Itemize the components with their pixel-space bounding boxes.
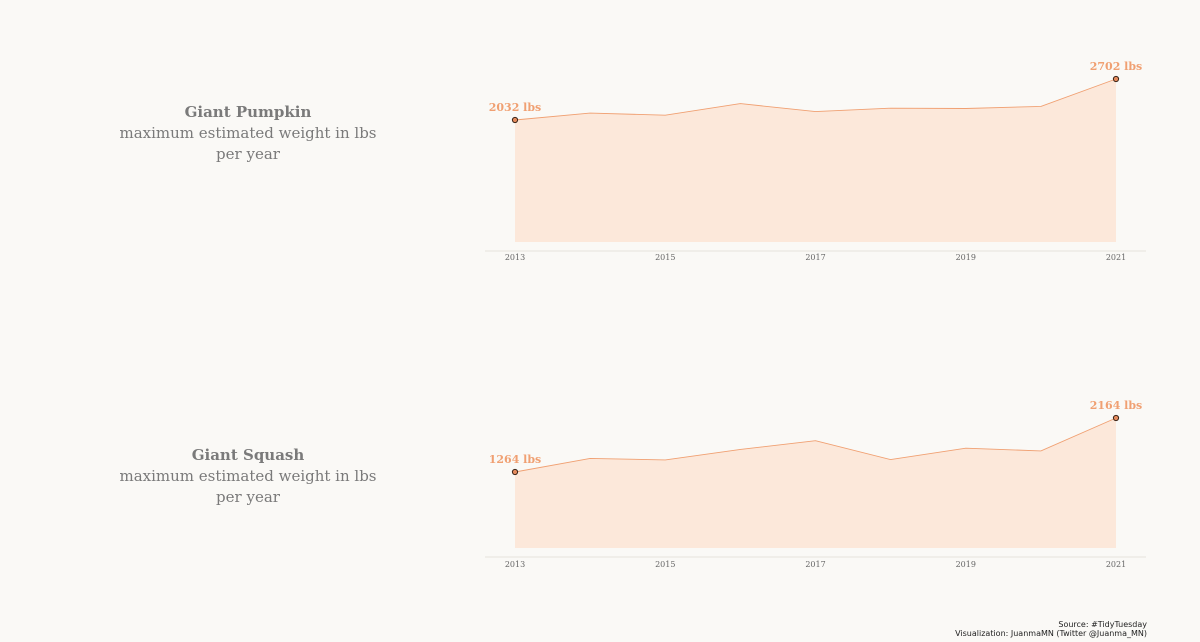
end-point <box>1112 75 1120 83</box>
x-tick-label-2015: 2015 <box>655 560 675 569</box>
pumpkin-title-line-3: per year <box>216 145 280 163</box>
x-tick-label-2021: 2021 <box>1106 560 1126 569</box>
end-value-label: 2164 lbs <box>1090 399 1143 412</box>
x-tick-label-2013: 2013 <box>505 560 525 569</box>
start-value-label: 1264 lbs <box>489 453 542 466</box>
series-line <box>514 417 1117 473</box>
x-tick-label-2017: 2017 <box>805 560 825 569</box>
x-tick-label-2019: 2019 <box>956 560 976 569</box>
pumpkin-title-line-1: Giant Pumpkin <box>184 103 312 121</box>
end-value-label: 2702 lbs <box>1090 60 1143 73</box>
pumpkin-title-line-2: maximum estimated weight in lbs <box>119 124 377 142</box>
end-point <box>1112 414 1120 422</box>
caption: Source: #TidyTuesday Visualization: Juan… <box>955 620 1147 638</box>
x-tick-label-2015: 2015 <box>655 253 675 262</box>
x-tick-label-2021: 2021 <box>1106 253 1126 262</box>
x-tick-label-2017: 2017 <box>805 253 825 262</box>
series-line <box>514 78 1117 121</box>
pumpkin-chart-title: Giant Pumpkin maximum estimated weight i… <box>98 102 398 165</box>
squash-chart-title: Giant Squash maximum estimated weight in… <box>98 445 398 508</box>
squash-title-line-1: Giant Squash <box>191 446 305 464</box>
pumpkin-area-chart: 2013 2015 2017 2019 2021 2032 lbs 2702 lbs <box>485 60 1146 262</box>
area-fill <box>515 418 1116 548</box>
start-point <box>511 116 519 124</box>
x-tick-label-2013: 2013 <box>505 253 525 262</box>
squash-title-line-3: per year <box>216 488 280 506</box>
start-point <box>511 468 519 476</box>
x-tick-label-2019: 2019 <box>956 253 976 262</box>
start-value-label: 2032 lbs <box>489 101 542 114</box>
area-fill <box>515 79 1116 242</box>
squash-area-chart: 2013 2015 2017 2019 2021 1264 lbs 2164 lbs <box>485 399 1146 569</box>
credit-caption: Visualization: JuanmaMN (Twitter @Juanma… <box>955 629 1147 638</box>
squash-title-line-2: maximum estimated weight in lbs <box>119 467 377 485</box>
source-caption: Source: #TidyTuesday <box>1058 620 1147 629</box>
